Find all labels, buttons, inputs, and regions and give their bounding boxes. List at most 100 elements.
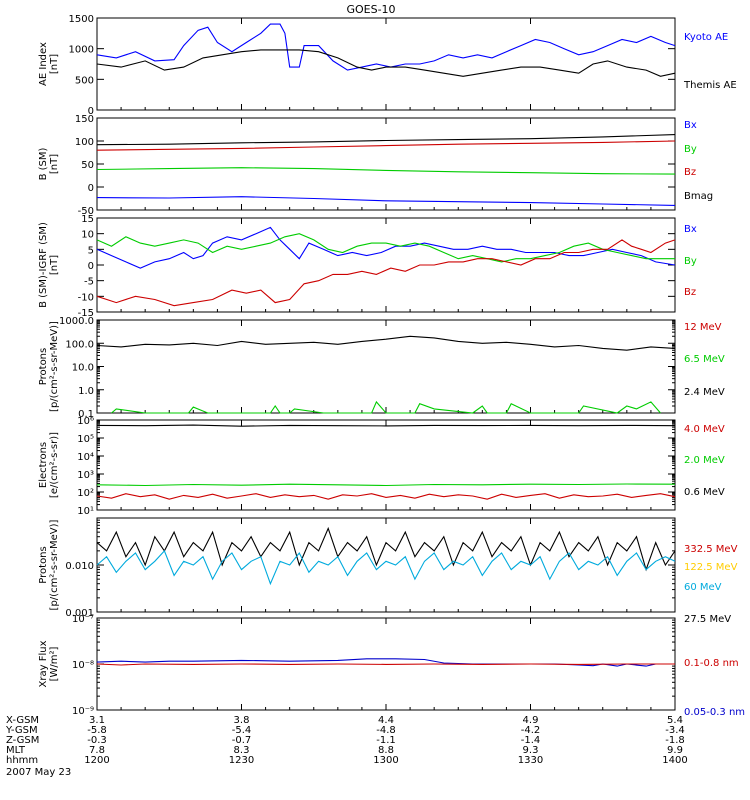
series-line-by [96,233,675,263]
y-axis-label-line: B (SM)-IGRF (SM) [38,222,49,308]
y-axis-label: B (SM)[nT] [38,147,60,180]
y-axis-label: Xray Flux[W/m²] [38,640,60,687]
series-line-0-1-0-8-nm [96,663,675,666]
legend-entry: Bz [684,167,696,178]
x-row-value: 1300 [373,755,398,766]
x-row-value: 5.4 [667,715,683,726]
panel-frame [96,217,676,313]
x-row-value: 3.8 [234,715,250,726]
series-line-60-mev [96,549,676,586]
y-tick-label: 0.001 [65,608,94,619]
panel-frame [96,319,676,414]
y-tick-label: 10 [81,230,94,241]
y-axis-label-line: AE Index [38,42,49,86]
y-tick-label: 1000.0 [59,316,94,327]
panel-electrons: 10¹ 10² 10³ 10⁴ 10⁵ 10⁶ Electrons[e/(cm²-s-sr)… [38,416,725,517]
x-row-value: 1230 [229,755,254,766]
y-tick-label: 150 [75,114,94,125]
x-row-value: -3.4 [665,725,685,736]
x-row-value: -4.2 [521,725,541,736]
y-tick-label: 1500 [69,14,94,25]
legend-entry: 0.05-0.3 nm [684,707,745,718]
y-tick-label: 1000 [69,45,94,56]
y-tick-label: 0 [88,261,94,272]
legend-entry: Bx [684,224,697,235]
legend-entry: 27.5 MeV [684,614,731,625]
y-tick-label: 0.1 [78,409,94,420]
y-axis-label-line: Protons [38,348,49,385]
y-axis-label: Protons[p/(cm²-s-sr-MeV)] [38,519,60,610]
panel-protons2: 0.001 0.010 Protons[p/(cm²-s-sr-MeV)] 332.5… [38,517,738,625]
y-axis-label: AE Index[nT] [38,42,60,86]
legend-entry: 60 MeV [684,582,722,593]
panel-protons1: 0.1 1.0 10.0 100.0 1000.0Protons[p/(cm²-s-sr… [38,316,725,420]
y-tick-label: 10⁻⁹ [72,706,94,717]
series-line-27-5-mev [96,526,676,572]
y-tick-label: 10⁻⁸ [72,660,94,671]
series-line-2-0-mev [96,483,676,487]
y-axis-label-line: Electrons [38,442,49,488]
panel-ae: 0 500 1000 1500 AE Index[nT] Kyoto AE Themis A… [38,14,737,117]
y-tick-label: 100.0 [65,339,94,350]
date-label: 2007 May 23 [6,767,71,778]
y-tick-label: 500 [75,75,94,86]
panel-frame [96,117,676,211]
y-tick-label: 1.0 [78,386,94,397]
series-line-4-0-mev [96,493,676,500]
panel-bdiff: -15 -10 -5 0 5 10 15 B (SM)-IGRF (SM)[nT] Bx By Bz [38,214,697,319]
y-axis-label: Electrons[e/(cm²-s-sr)] [38,432,60,498]
y-tick-label: -5 [84,277,94,288]
series-line-bz [96,239,676,307]
y-tick-label: 10.0 [72,363,94,374]
x-row-value: -5.8 [87,725,107,736]
legend-entry: 2.4 MeV [684,387,725,398]
chart-title: GOES-10 [346,3,395,16]
legend-entry: By [684,256,697,267]
y-tick-label: 10² [77,488,94,499]
legend-entry: 2.0 MeV [684,455,725,466]
legend-entry: By [684,144,697,155]
series-line-0-05-0-3-nm [96,658,675,667]
x-row-value: 3.1 [89,715,105,726]
series-line-by [96,167,676,175]
x-row-value: -1.1 [376,735,396,746]
x-row-value: 4.4 [378,715,394,726]
legend-entry: Bx [684,120,697,131]
y-tick-label: 100 [75,137,94,148]
series-line-kyoto-ae [96,23,676,71]
y-tick-label: 50 [81,160,94,171]
x-row-value: 1330 [518,755,543,766]
y-tick-label: 10⁶ [77,416,94,427]
series-line-6-5-mev [111,400,661,414]
y-axis-label-line: B (SM) [38,147,49,180]
y-tick-label: -15 [78,308,94,319]
y-axis-label: Protons[p/(cm²-s-sr-MeV)] [38,321,60,412]
panel-xray: 10⁻⁹ 10⁻⁸ 10⁻⁷ Xray Flux[W/m²] 0.1-0.8 nm 0.0… [38,614,745,718]
series-line-bz [96,140,676,151]
legend-entry: 12 MeV [684,322,722,333]
x-row-value: -0.7 [232,735,252,746]
series-line-bx [96,226,676,269]
x-row-label: Y-GSM [5,725,38,736]
panel-bsm: -50 0 50 100 150 B (SM)[nT] Bx By Bz Bmag [38,114,713,217]
x-row-value: 8.8 [378,745,394,756]
legend-entry: 332.5 MeV [684,544,738,555]
x-row-value: 7.8 [89,745,105,756]
y-tick-label: 10¹ [77,506,94,517]
y-tick-label: 10⁵ [77,434,94,445]
legend-entry: 0.6 MeV [684,487,725,498]
y-tick-label: 10³ [77,470,94,481]
y-axis-label-line: [e/(cm²-s-sr)] [49,432,60,498]
series-line-bmag [96,134,676,146]
y-tick-label: 10⁻⁷ [72,614,94,625]
y-axis-label-line: [nT] [49,54,60,74]
y-axis-label-line: [nT] [49,255,60,275]
x-row-value: 9.9 [667,745,683,756]
y-tick-label: -10 [78,292,94,303]
y-axis-label-line: [p/(cm²-s-sr-MeV)] [49,519,60,610]
panel-frame [96,517,676,613]
x-row-value: -4.8 [376,725,396,736]
x-row-value: -1.8 [665,735,685,746]
